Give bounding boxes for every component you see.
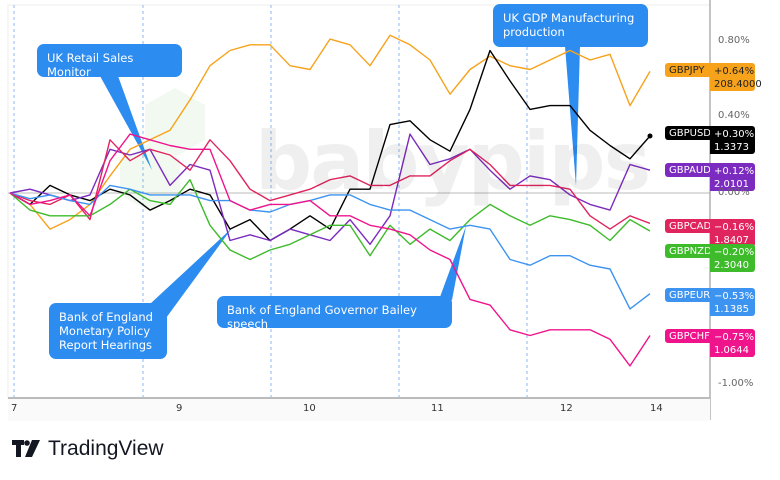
series-line-gbpcad: [9, 139, 651, 230]
series-value-gbpjpy: +0.64% 208.4000: [710, 63, 762, 91]
y-tick-label: 0.00%: [718, 187, 750, 198]
series-value-gbpaud: +0.12% 2.0101: [710, 163, 755, 191]
series-label-gbpusd: GBPUSD: [665, 126, 711, 140]
last-price: 2.3040: [714, 260, 749, 271]
series-value-gbpusd: +0.30% 1.3373: [710, 126, 755, 154]
price-chart[interactable]: [0, 0, 780, 430]
series-value-gbpcad: −0.16% 1.8407: [710, 219, 755, 247]
change-percent: +0.12%: [714, 166, 755, 177]
callout-uk-gdp: UK GDP Manufacturing production: [493, 4, 648, 47]
x-tick-label: 9: [176, 403, 183, 414]
tradingview-logo-icon: [12, 440, 40, 457]
callout-boe-hearings: Bank of England Monetary Policy Report H…: [49, 303, 167, 359]
last-price: 2.0101: [714, 179, 749, 190]
babypips-watermark: babypips: [255, 115, 651, 208]
last-price: 1.8407: [714, 235, 749, 246]
series-label-gbpnzd: GBPNZD: [665, 244, 712, 258]
series-value-gbpchf: −0.75% 1.0644: [710, 329, 755, 357]
x-tick-label: 7: [11, 403, 18, 414]
series-line-gbpnzd: [9, 178, 651, 261]
y-tick-label: 0.40%: [718, 110, 750, 121]
series-line-gbpeur: [9, 184, 651, 310]
series-line-gbpusd: [9, 49, 651, 242]
change-percent: −0.16%: [714, 222, 755, 233]
change-percent: −0.20%: [714, 247, 755, 258]
series-line-gbpchf: [9, 133, 651, 367]
change-percent: −0.75%: [714, 332, 755, 343]
series-label-gbpchf: GBPCHF: [665, 329, 710, 343]
series-value-gbpeur: −0.53% 1.1385: [710, 288, 755, 316]
last-price: 1.3373: [714, 142, 749, 153]
series-label-gbpeur: GBPEUR: [665, 288, 710, 302]
last-price: 1.0644: [714, 345, 749, 356]
x-tick-label: 11: [431, 403, 444, 414]
callout-tail: [565, 46, 580, 186]
time-axis: [8, 399, 710, 421]
callout-tail: [150, 228, 232, 318]
y-tick-label: 0.80%: [718, 35, 750, 46]
callout-bailey-speech: Bank of England Governor Bailey speech: [217, 296, 452, 331]
x-tick-label: 10: [303, 403, 316, 414]
y-tick-label: -1.00%: [718, 378, 754, 389]
change-percent: +0.30%: [714, 129, 755, 140]
callout-uk-retail-sales: UK Retail Sales Monitor: [37, 44, 182, 79]
change-percent: −0.53%: [714, 291, 755, 302]
x-tick-label: 12: [560, 403, 573, 414]
change-percent: +0.64%: [714, 66, 755, 77]
callout-tail: [100, 76, 152, 170]
series-line-gbpjpy: [9, 34, 651, 230]
last-price: 208.4000: [714, 79, 762, 90]
series-label-gbpcad: GBPCAD: [665, 219, 711, 233]
last-price-dot: [647, 133, 653, 139]
last-price: 1.1385: [714, 304, 749, 315]
series-label-gbpaud: GBPAUD: [665, 163, 711, 177]
series-value-gbpnzd: −0.20% 2.3040: [710, 244, 755, 272]
callout-tail: [440, 226, 466, 300]
x-tick-label: 14: [650, 403, 663, 414]
brand-name: TradingView: [48, 437, 164, 460]
tradingview-logo: TradingView: [12, 437, 164, 461]
series-label-gbpjpy: GBPJPY: [665, 63, 710, 77]
